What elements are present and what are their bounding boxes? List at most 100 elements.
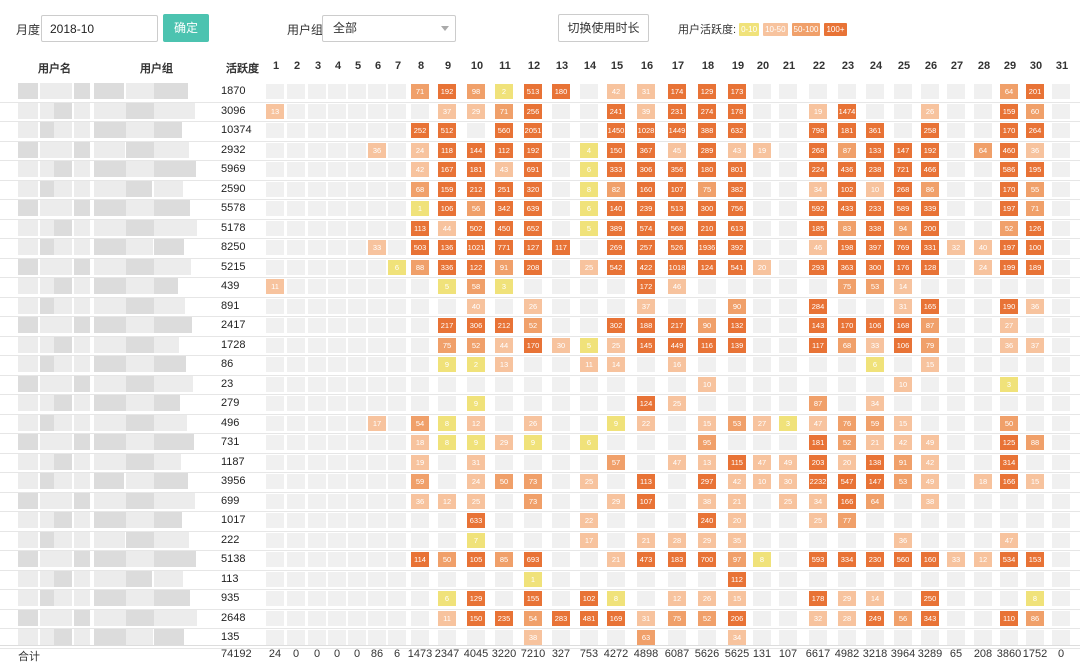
day-cell[interactable] xyxy=(368,298,386,314)
day-cell[interactable]: 31 xyxy=(637,84,655,99)
day-cell[interactable]: 166 xyxy=(838,493,856,509)
day-cell[interactable]: 613 xyxy=(728,220,746,236)
day-cell[interactable] xyxy=(266,454,284,470)
day-cell[interactable] xyxy=(668,493,686,509)
day-cell[interactable]: 31 xyxy=(894,298,912,314)
table-row[interactable]: 2648 11 150 235 54 283 481 169 31 75 52 206 32 28 249 5… xyxy=(0,609,1080,629)
day-cell[interactable] xyxy=(287,376,305,392)
day-cell[interactable]: 170 xyxy=(1000,181,1018,197)
day-cell[interactable]: 15 xyxy=(921,357,939,372)
day-cell[interactable]: 29 xyxy=(838,591,856,606)
day-cell[interactable]: 1018 xyxy=(668,259,686,275)
day-cell[interactable] xyxy=(779,240,797,255)
day-cell[interactable] xyxy=(607,630,625,645)
day-cell[interactable]: 208 xyxy=(524,259,542,275)
day-cell[interactable] xyxy=(637,571,655,587)
day-cell[interactable]: 721 xyxy=(894,162,912,177)
day-cell[interactable] xyxy=(947,376,965,392)
day-cell[interactable]: 289 xyxy=(698,142,716,158)
day-cell[interactable]: 176 xyxy=(894,259,912,275)
day-cell[interactable]: 73 xyxy=(524,474,542,489)
day-cell[interactable] xyxy=(753,376,771,392)
day-cell[interactable] xyxy=(266,357,284,372)
day-cell[interactable] xyxy=(328,142,346,158)
day-cell[interactable] xyxy=(1052,220,1070,236)
day-cell[interactable] xyxy=(388,298,406,314)
day-cell[interactable]: 125 xyxy=(1000,435,1018,450)
day-cell[interactable]: 264 xyxy=(1026,123,1044,138)
day-cell[interactable] xyxy=(287,532,305,548)
day-cell[interactable] xyxy=(308,103,326,119)
day-cell[interactable] xyxy=(974,396,992,411)
day-cell[interactable] xyxy=(308,454,326,470)
day-cell[interactable] xyxy=(974,357,992,372)
day-cell[interactable]: 257 xyxy=(637,240,655,255)
day-cell[interactable]: 94 xyxy=(894,220,912,236)
day-cell[interactable]: 798 xyxy=(809,123,827,138)
day-cell[interactable] xyxy=(287,181,305,197)
day-cell[interactable]: 143 xyxy=(809,318,827,333)
day-cell[interactable] xyxy=(838,532,856,548)
day-cell[interactable] xyxy=(1052,435,1070,450)
day-cell[interactable] xyxy=(495,493,513,509)
day-cell[interactable] xyxy=(495,630,513,645)
day-cell[interactable]: 10 xyxy=(698,376,716,392)
day-cell[interactable]: 560 xyxy=(894,552,912,567)
day-cell[interactable] xyxy=(1052,84,1070,99)
day-cell[interactable]: 38 xyxy=(524,630,542,645)
day-cell[interactable] xyxy=(947,357,965,372)
day-cell[interactable]: 541 xyxy=(728,259,746,275)
day-cell[interactable] xyxy=(411,630,429,645)
day-cell[interactable]: 10 xyxy=(753,474,771,489)
day-cell[interactable] xyxy=(266,298,284,314)
day-cell[interactable] xyxy=(1026,396,1044,411)
day-cell[interactable] xyxy=(348,240,366,255)
day-cell[interactable]: 9 xyxy=(467,435,485,450)
day-cell[interactable] xyxy=(974,123,992,138)
day-cell[interactable]: 147 xyxy=(866,474,884,489)
day-cell[interactable] xyxy=(668,630,686,645)
day-cell[interactable] xyxy=(388,532,406,548)
day-cell[interactable]: 241 xyxy=(607,103,625,119)
day-cell[interactable] xyxy=(287,591,305,606)
day-cell[interactable] xyxy=(328,532,346,548)
day-cell[interactable] xyxy=(388,162,406,177)
day-cell[interactable]: 24 xyxy=(467,474,485,489)
day-cell[interactable]: 297 xyxy=(698,474,716,489)
day-cell[interactable] xyxy=(1052,337,1070,353)
day-cell[interactable] xyxy=(368,513,386,528)
day-cell[interactable]: 138 xyxy=(866,454,884,470)
day-cell[interactable] xyxy=(1052,259,1070,275)
day-cell[interactable] xyxy=(411,610,429,626)
day-cell[interactable]: 91 xyxy=(894,454,912,470)
day-cell[interactable]: 139 xyxy=(728,337,746,353)
table-row[interactable]: 891 40 26 37 90 284 31 165 190 36 xyxy=(0,297,1080,317)
day-cell[interactable]: 293 xyxy=(809,259,827,275)
day-cell[interactable] xyxy=(947,318,965,333)
day-cell[interactable]: 19 xyxy=(411,454,429,470)
day-cell[interactable]: 574 xyxy=(637,220,655,236)
day-cell[interactable]: 195 xyxy=(1026,162,1044,177)
table-row[interactable]: 3096 13 37 29 71 256 241 39 231 274 178 19 1474 26 159… xyxy=(0,102,1080,122)
day-cell[interactable]: 40 xyxy=(974,240,992,255)
day-cell[interactable]: 450 xyxy=(495,220,513,236)
day-cell[interactable]: 37 xyxy=(438,103,456,119)
day-cell[interactable] xyxy=(1052,454,1070,470)
day-cell[interactable] xyxy=(308,474,326,489)
day-cell[interactable] xyxy=(266,84,284,99)
day-cell[interactable] xyxy=(266,142,284,158)
day-cell[interactable]: 11 xyxy=(266,279,284,294)
day-cell[interactable]: 2 xyxy=(467,357,485,372)
day-cell[interactable]: 8 xyxy=(438,415,456,431)
day-cell[interactable] xyxy=(308,435,326,450)
day-cell[interactable] xyxy=(368,396,386,411)
day-cell[interactable] xyxy=(838,571,856,587)
day-cell[interactable] xyxy=(388,240,406,255)
day-cell[interactable]: 363 xyxy=(838,259,856,275)
day-cell[interactable] xyxy=(753,396,771,411)
day-cell[interactable] xyxy=(753,532,771,548)
day-cell[interactable] xyxy=(388,591,406,606)
day-cell[interactable] xyxy=(728,357,746,372)
day-cell[interactable]: 25 xyxy=(668,396,686,411)
day-cell[interactable]: 44 xyxy=(495,337,513,353)
